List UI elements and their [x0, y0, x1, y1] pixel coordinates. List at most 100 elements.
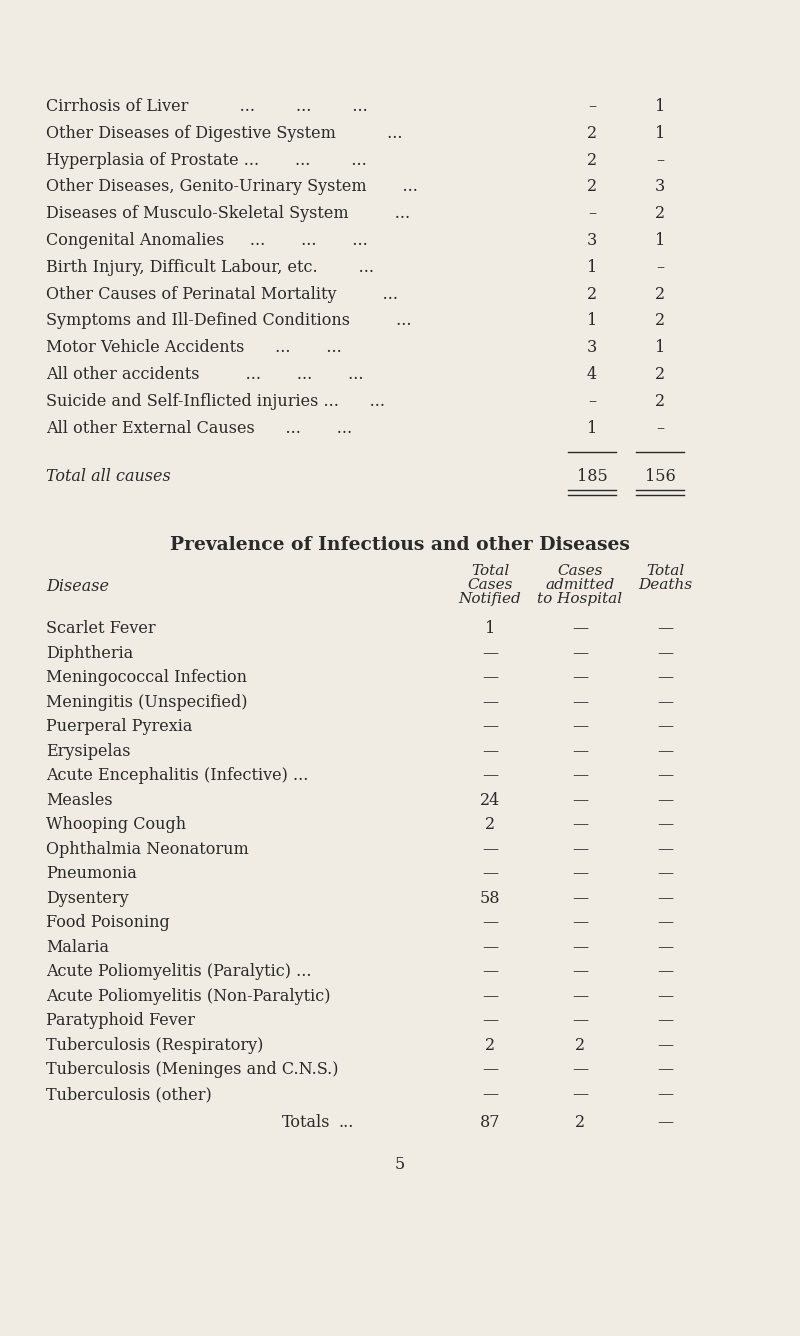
Text: Total all causes: Total all causes — [46, 469, 170, 485]
Text: Diseases of Musculo-Skeletal System         ...: Diseases of Musculo-Skeletal System ... — [46, 206, 410, 222]
Text: —: — — [572, 645, 588, 661]
Text: —: — — [657, 1037, 673, 1054]
Text: Meningitis (Unspecified): Meningitis (Unspecified) — [46, 693, 247, 711]
Text: Cases: Cases — [558, 564, 602, 578]
Text: —: — — [657, 1061, 673, 1078]
Text: 2: 2 — [655, 313, 665, 330]
Text: Whooping Cough: Whooping Cough — [46, 816, 186, 834]
Text: —: — — [657, 792, 673, 808]
Text: Erysipelas: Erysipelas — [46, 743, 130, 760]
Text: —: — — [572, 963, 588, 981]
Text: 185: 185 — [577, 469, 607, 485]
Text: 1: 1 — [655, 232, 665, 248]
Text: —: — — [657, 620, 673, 637]
Text: 2: 2 — [655, 366, 665, 383]
Text: Puerperal Pyrexia: Puerperal Pyrexia — [46, 719, 192, 735]
Text: —: — — [482, 914, 498, 931]
Text: Acute Encephalitis (Infective) ...: Acute Encephalitis (Infective) ... — [46, 767, 308, 784]
Text: —: — — [572, 1061, 588, 1078]
Text: 2: 2 — [587, 179, 597, 195]
Text: —: — — [572, 693, 588, 711]
Text: 3: 3 — [587, 339, 597, 357]
Text: 2: 2 — [587, 124, 597, 142]
Text: 2: 2 — [575, 1037, 585, 1054]
Text: Measles: Measles — [46, 792, 113, 808]
Text: Motor Vehicle Accidents      ...       ...: Motor Vehicle Accidents ... ... — [46, 339, 342, 357]
Text: Other Diseases, Genito-Urinary System       ...: Other Diseases, Genito-Urinary System ..… — [46, 179, 418, 195]
Text: —: — — [657, 939, 673, 955]
Text: –: – — [656, 259, 664, 275]
Text: Prevalence of Infectious and other Diseases: Prevalence of Infectious and other Disea… — [170, 536, 630, 554]
Text: Dysentery: Dysentery — [46, 890, 129, 907]
Text: —: — — [482, 1013, 498, 1030]
Text: 2: 2 — [655, 286, 665, 302]
Text: —: — — [572, 890, 588, 907]
Text: —: — — [482, 767, 498, 784]
Text: 1: 1 — [485, 620, 495, 637]
Text: —: — — [657, 840, 673, 858]
Text: 3: 3 — [655, 179, 665, 195]
Text: 2: 2 — [575, 1114, 585, 1132]
Text: 87: 87 — [480, 1114, 500, 1132]
Text: Birth Injury, Difficult Labour, etc.        ...: Birth Injury, Difficult Labour, etc. ... — [46, 259, 374, 275]
Text: —: — — [482, 987, 498, 1005]
Text: Notified: Notified — [458, 592, 522, 607]
Text: Hyperplasia of Prostate ...       ...        ...: Hyperplasia of Prostate ... ... ... — [46, 151, 366, 168]
Text: Total: Total — [646, 564, 684, 578]
Text: –: – — [588, 98, 596, 115]
Text: —: — — [482, 939, 498, 955]
Text: 1: 1 — [655, 124, 665, 142]
Text: Acute Poliomyelitis (Non-Paralytic): Acute Poliomyelitis (Non-Paralytic) — [46, 987, 330, 1005]
Text: —: — — [482, 1086, 498, 1104]
Text: Meningococcal Infection: Meningococcal Infection — [46, 669, 247, 687]
Text: Acute Poliomyelitis (Paralytic) ...: Acute Poliomyelitis (Paralytic) ... — [46, 963, 311, 981]
Text: 5: 5 — [395, 1157, 405, 1173]
Text: —: — — [482, 719, 498, 735]
Text: —: — — [657, 890, 673, 907]
Text: —: — — [572, 1013, 588, 1030]
Text: —: — — [572, 792, 588, 808]
Text: 1: 1 — [655, 339, 665, 357]
Text: —: — — [572, 620, 588, 637]
Text: Cirrhosis of Liver          ...        ...        ...: Cirrhosis of Liver ... ... ... — [46, 98, 368, 115]
Text: 1: 1 — [587, 420, 597, 437]
Text: —: — — [572, 743, 588, 760]
Text: —: — — [657, 963, 673, 981]
Text: Tuberculosis (other): Tuberculosis (other) — [46, 1086, 212, 1104]
Text: All other External Causes      ...       ...: All other External Causes ... ... — [46, 420, 352, 437]
Text: Tuberculosis (Respiratory): Tuberculosis (Respiratory) — [46, 1037, 263, 1054]
Text: —: — — [572, 669, 588, 687]
Text: 2: 2 — [587, 151, 597, 168]
Text: —: — — [572, 1086, 588, 1104]
Text: 2: 2 — [655, 393, 665, 410]
Text: —: — — [657, 914, 673, 931]
Text: 4: 4 — [587, 366, 597, 383]
Text: 1: 1 — [587, 313, 597, 330]
Text: —: — — [482, 645, 498, 661]
Text: —: — — [572, 939, 588, 955]
Text: —: — — [657, 866, 673, 882]
Text: —: — — [657, 669, 673, 687]
Text: —: — — [657, 987, 673, 1005]
Text: —: — — [657, 767, 673, 784]
Text: —: — — [572, 767, 588, 784]
Text: Other Diseases of Digestive System          ...: Other Diseases of Digestive System ... — [46, 124, 402, 142]
Text: —: — — [482, 669, 498, 687]
Text: Paratyphoid Fever: Paratyphoid Fever — [46, 1013, 195, 1030]
Text: —: — — [657, 693, 673, 711]
Text: Cases: Cases — [467, 578, 513, 592]
Text: –: – — [588, 393, 596, 410]
Text: 1: 1 — [655, 98, 665, 115]
Text: —: — — [572, 987, 588, 1005]
Text: 2: 2 — [485, 816, 495, 834]
Text: Other Causes of Perinatal Mortality         ...: Other Causes of Perinatal Mortality ... — [46, 286, 398, 302]
Text: 156: 156 — [645, 469, 675, 485]
Text: —: — — [657, 1013, 673, 1030]
Text: —: — — [482, 840, 498, 858]
Text: Totals: Totals — [282, 1114, 330, 1132]
Text: —: — — [482, 693, 498, 711]
Text: 3: 3 — [587, 232, 597, 248]
Text: –: – — [656, 420, 664, 437]
Text: —: — — [482, 963, 498, 981]
Text: —: — — [657, 1114, 673, 1132]
